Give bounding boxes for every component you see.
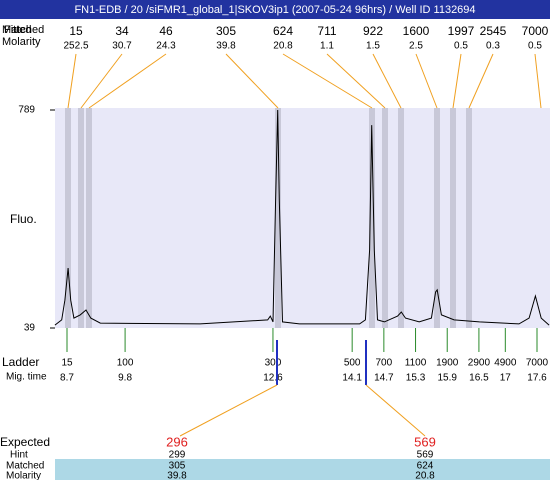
peak-molarity: 20.8: [273, 41, 293, 52]
y-tick-label: 39: [24, 323, 36, 334]
peak-size: 305: [216, 24, 236, 38]
row-label: Ladder: [2, 355, 39, 369]
ladder-size: 4900: [494, 358, 517, 369]
row-label: Molarity: [2, 36, 41, 48]
row-label: Matched: [2, 24, 44, 36]
row-label: Matched: [6, 461, 44, 472]
ladder-time: 9.8: [118, 373, 132, 384]
peak-connector: [225, 53, 279, 109]
peak-size: 7000: [522, 24, 549, 38]
matched-size: 305: [169, 461, 186, 472]
ladder-time: 17.6: [527, 373, 547, 384]
row-label: Fitted: [4, 24, 32, 36]
matched-molarity: 39.8: [167, 471, 187, 480]
peak-size: 2545: [480, 24, 507, 38]
peak-band: [86, 108, 92, 328]
peak-molarity: 252.5: [63, 41, 88, 52]
peak-connector: [88, 53, 167, 109]
peak-band: [398, 108, 404, 328]
peak-size: 922: [363, 24, 383, 38]
matched-molarity: 20.8: [415, 471, 435, 480]
matched-size: 624: [417, 461, 434, 472]
peak-band: [369, 108, 375, 328]
peak-molarity: 1.5: [366, 41, 380, 52]
peak-band: [466, 108, 472, 328]
row-label: Molarity: [6, 471, 41, 480]
ladder-size: 2900: [468, 358, 491, 369]
peak-molarity: 30.7: [112, 41, 132, 52]
ladder-size: 15: [61, 358, 73, 369]
peak-size: 34: [115, 24, 129, 38]
peak-band: [78, 108, 84, 328]
ladder-time: 12.6: [263, 373, 283, 384]
peak-molarity: 0.5: [528, 41, 542, 52]
peak-connector: [468, 53, 494, 109]
hint-size: 299: [169, 450, 186, 461]
ladder-size: 1900: [436, 358, 459, 369]
ladder-time: 16.5: [469, 373, 489, 384]
table-highlight: [55, 459, 550, 480]
peak-molarity: 24.3: [156, 41, 176, 52]
ladder-size: 100: [117, 358, 134, 369]
ladder-time: 14.1: [342, 373, 362, 384]
expected-size: 296: [166, 434, 188, 449]
peak-band: [275, 108, 281, 328]
expected-connector: [179, 384, 278, 437]
trace: [54, 109, 550, 326]
ladder-size: 1100: [405, 358, 427, 369]
ladder-time: 15.3: [406, 373, 426, 384]
peak-size: 1997: [448, 24, 475, 38]
peak-molarity: 0.5: [454, 41, 468, 52]
peak-connector: [326, 53, 386, 109]
ladder-size: 300: [265, 358, 282, 369]
peak-connector: [282, 53, 373, 109]
header-title: FN1-EDB / 20 /siFMR1_global_1|SKOV3ip1 (…: [74, 4, 475, 16]
y-tick-label: 789: [18, 105, 35, 116]
peak-size: 46: [159, 24, 173, 38]
peak-size: 1600: [403, 24, 430, 38]
ladder-size: 500: [344, 358, 361, 369]
peak-size: 624: [273, 24, 293, 38]
row-label: Expected: [0, 435, 50, 449]
peak-connector: [67, 53, 77, 109]
row-label: Mig. time: [6, 372, 47, 383]
row-label: Hint: [10, 450, 28, 461]
ladder-time: 14.7: [374, 373, 394, 384]
peak-band: [65, 108, 71, 328]
peak-connector: [372, 53, 402, 109]
ladder-size: 7000: [526, 358, 549, 369]
peak-band: [382, 108, 388, 328]
peak-connector: [80, 53, 123, 109]
y-axis-label: Fluo.: [10, 212, 37, 226]
peak-connector: [415, 53, 438, 109]
peak-molarity: 0.3: [486, 41, 500, 52]
peak-connector: [534, 53, 542, 109]
peak-molarity: 2.5: [409, 41, 423, 52]
header-bar: [0, 0, 550, 19]
peak-molarity: 1.1: [320, 41, 334, 52]
expected-connector: [365, 384, 426, 437]
ladder-size: 700: [376, 358, 393, 369]
peak-connector: [452, 53, 462, 109]
expected-size: 569: [414, 434, 436, 449]
peak-band: [434, 108, 440, 328]
plot-area: [55, 108, 550, 328]
ladder-time: 17: [500, 373, 512, 384]
ladder-time: 15.9: [437, 373, 457, 384]
hint-size: 569: [417, 450, 434, 461]
peak-molarity: 39.8: [216, 41, 236, 52]
peak-size: 711: [317, 24, 336, 38]
peak-size: 15: [69, 24, 83, 38]
peak-band: [450, 108, 456, 328]
ladder-time: 8.7: [60, 373, 74, 384]
